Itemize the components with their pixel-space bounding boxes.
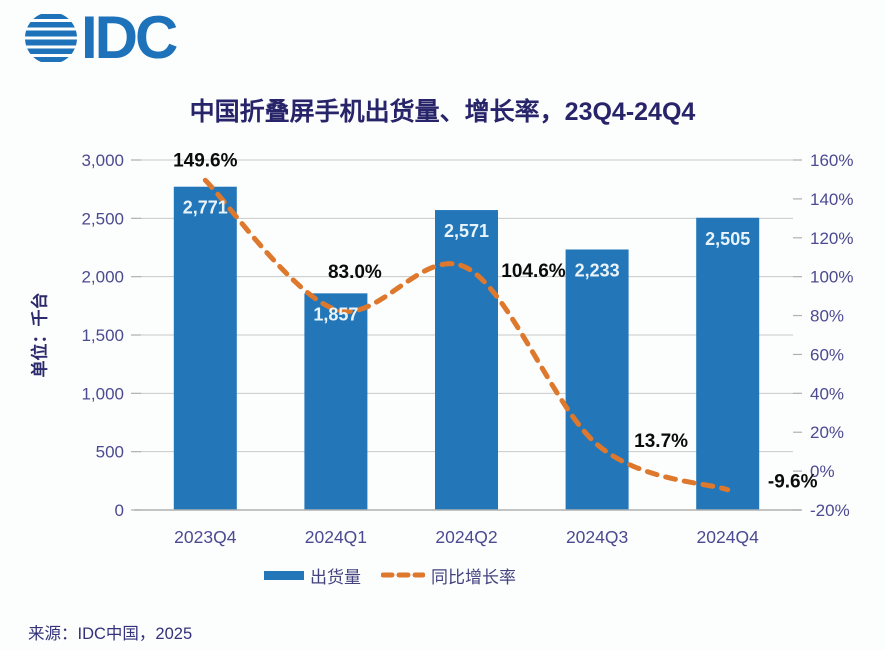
left-axis-tick-label: 500	[96, 443, 124, 462]
left-axis-tick-label: 1,500	[81, 326, 124, 345]
bar-value-label: 2,505	[705, 229, 750, 249]
growth-value-label: 13.7%	[634, 431, 688, 452]
shipments-bar	[435, 210, 498, 511]
left-axis-tick-label: 0	[115, 501, 124, 520]
idc-globe-icon	[25, 14, 77, 62]
right-axis-tick-label: 0%	[810, 462, 835, 481]
right-axis-tick-label: 80%	[810, 307, 844, 326]
shipments-bar	[696, 217, 760, 510]
shipments-bar	[565, 249, 629, 510]
bar-value-label: 1,857	[313, 304, 358, 324]
growth-value-label: 104.6%	[501, 261, 566, 282]
left-axis-tick-label: 1,000	[81, 384, 124, 403]
left-axis-tick-label: 2,500	[81, 209, 124, 228]
legend-label-growth: 同比增长率	[431, 567, 516, 587]
legend: 出货量 同比增长率	[264, 564, 516, 587]
right-axis-tick-label: 20%	[810, 423, 844, 442]
right-axis-tick-label: 140%	[810, 190, 853, 209]
growth-rate-line	[202, 177, 731, 493]
right-axis-tick-label: 100%	[810, 268, 853, 287]
shipments-bar	[173, 186, 237, 510]
right-axis-tick-label: 120%	[810, 229, 853, 248]
chart-title: 中国折叠屏手机出货量、增长率，23Q4-24Q4	[189, 98, 696, 126]
idc-logo: IDC	[24, 4, 178, 71]
shipments-bar	[304, 293, 368, 510]
right-axis-tick-label: 40%	[810, 384, 844, 403]
legend-dashed-line-swatch	[381, 572, 425, 578]
source-note: 来源：IDC中国，2025	[28, 625, 193, 643]
right-axis-tick-label: 60%	[810, 345, 844, 364]
x-axis-label: 2024Q1	[305, 527, 367, 547]
legend-bar-swatch	[264, 570, 304, 580]
right-axis-tick-label: -20%	[810, 501, 850, 520]
bar-value-label: 2,771	[183, 198, 228, 218]
x-axis-label: 2023Q4	[174, 527, 237, 547]
idc-logo-text: IDC	[81, 4, 178, 71]
bar-value-label: 2,571	[444, 221, 489, 241]
left-axis-tick-label: 3,000	[81, 151, 124, 170]
x-axis-label: 2024Q2	[435, 527, 497, 547]
right-axis-tick-label: 160%	[810, 151, 853, 170]
x-axis-label: 2024Q3	[566, 527, 628, 547]
growth-value-label: -9.6%	[768, 471, 818, 492]
left-axis-tick-label: 2,000	[81, 268, 124, 287]
growth-value-label: 149.6%	[173, 151, 238, 172]
legend-label-shipments: 出货量	[310, 567, 361, 587]
growth-value-label: 83.0%	[328, 262, 382, 283]
bar-value-label: 2,233	[575, 260, 620, 280]
x-axis-label: 2024Q4	[697, 527, 760, 547]
